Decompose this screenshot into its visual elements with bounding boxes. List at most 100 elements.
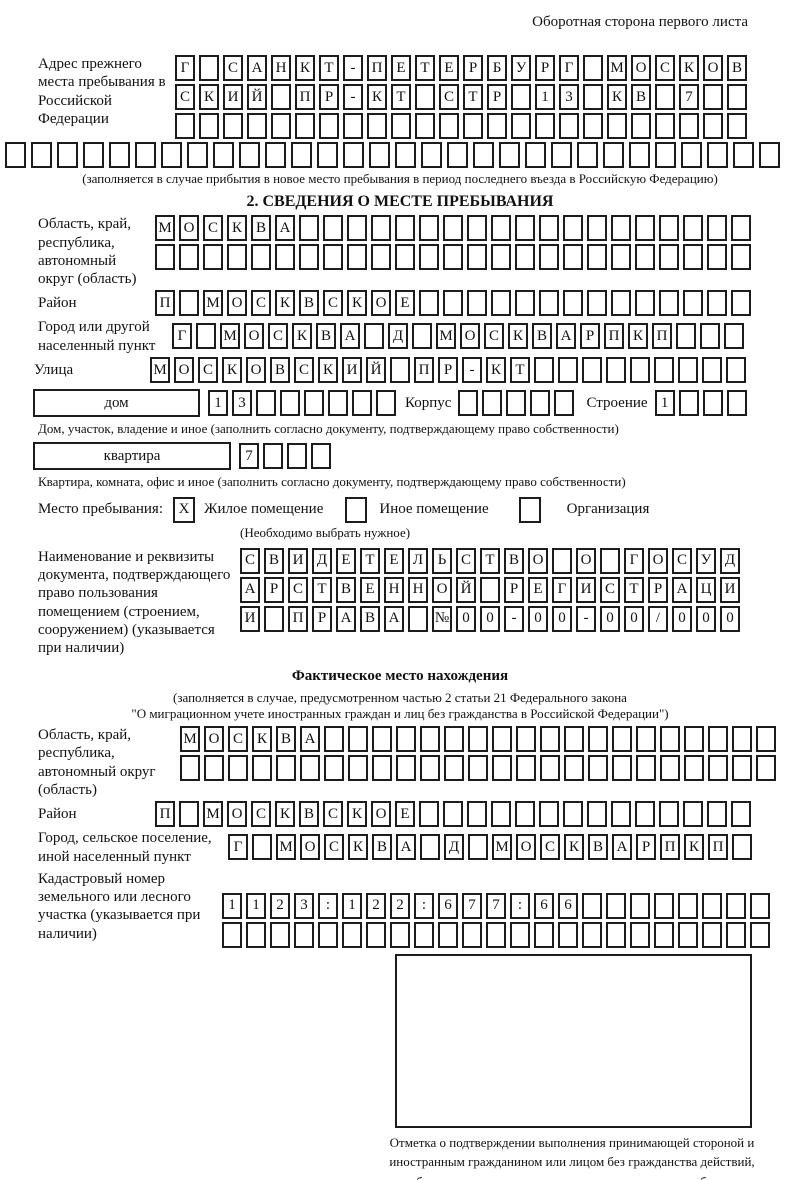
- char-cell[interactable]: С: [223, 55, 243, 81]
- char-cell[interactable]: Е: [439, 55, 459, 81]
- char-cell[interactable]: 0: [696, 605, 716, 632]
- char-cell[interactable]: [419, 801, 439, 828]
- char-cell[interactable]: [530, 390, 551, 417]
- char-cell[interactable]: [564, 755, 584, 782]
- char-cell[interactable]: С: [600, 576, 620, 603]
- char-cell[interactable]: К: [292, 323, 312, 350]
- char-cell[interactable]: 0: [528, 605, 548, 632]
- char-cell[interactable]: [299, 244, 319, 271]
- char-cell[interactable]: [539, 244, 559, 271]
- char-cell[interactable]: [540, 726, 560, 753]
- char-cell[interactable]: В: [299, 801, 319, 828]
- char-cell[interactable]: [534, 921, 554, 948]
- char-cell[interactable]: [756, 755, 776, 782]
- char-cell[interactable]: 0: [624, 605, 644, 632]
- char-cell[interactable]: П: [367, 55, 387, 81]
- char-cell[interactable]: С: [228, 726, 248, 753]
- char-cell[interactable]: С: [540, 834, 560, 861]
- char-cell[interactable]: П: [604, 323, 624, 350]
- char-cell[interactable]: [390, 357, 410, 384]
- char-cell[interactable]: [559, 113, 579, 139]
- char-cell[interactable]: [540, 755, 560, 782]
- char-cell[interactable]: В: [588, 834, 608, 861]
- char-cell[interactable]: М: [180, 726, 200, 753]
- char-cell[interactable]: [419, 244, 439, 271]
- char-cell[interactable]: [420, 755, 440, 782]
- char-cell[interactable]: -: [576, 605, 596, 632]
- char-cell[interactable]: Е: [360, 576, 380, 603]
- char-cell[interactable]: А: [672, 576, 692, 603]
- char-cell[interactable]: Й: [247, 84, 267, 110]
- char-cell[interactable]: 0: [600, 605, 620, 632]
- char-cell[interactable]: [467, 801, 487, 828]
- char-cell[interactable]: [659, 801, 679, 828]
- char-cell[interactable]: [468, 755, 488, 782]
- char-cell[interactable]: О: [528, 547, 548, 574]
- char-cell[interactable]: [348, 726, 368, 753]
- char-cell[interactable]: [135, 142, 156, 168]
- char-cell[interactable]: [636, 726, 656, 753]
- char-cell[interactable]: [276, 755, 296, 782]
- char-cell[interactable]: П: [708, 834, 728, 861]
- char-cell[interactable]: Ь: [432, 547, 452, 574]
- char-cell[interactable]: В: [372, 834, 392, 861]
- char-cell[interactable]: Н: [271, 55, 291, 81]
- char-cell[interactable]: Р: [312, 605, 332, 632]
- char-cell[interactable]: [396, 726, 416, 753]
- char-cell[interactable]: [499, 142, 520, 168]
- char-cell[interactable]: [563, 244, 583, 271]
- char-cell[interactable]: С: [672, 547, 692, 574]
- char-cell[interactable]: [525, 142, 546, 168]
- char-cell[interactable]: [492, 755, 512, 782]
- char-cell[interactable]: [408, 605, 428, 632]
- char-cell[interactable]: В: [299, 290, 319, 317]
- char-cell[interactable]: [726, 357, 746, 384]
- char-cell[interactable]: Й: [456, 576, 476, 603]
- char-cell[interactable]: К: [607, 84, 627, 110]
- char-cell[interactable]: В: [504, 547, 524, 574]
- char-cell[interactable]: [678, 892, 698, 919]
- char-cell[interactable]: [587, 290, 607, 317]
- char-cell[interactable]: С: [175, 84, 195, 110]
- char-cell[interactable]: К: [367, 84, 387, 110]
- char-cell[interactable]: 7: [462, 892, 482, 919]
- char-cell[interactable]: [659, 244, 679, 271]
- char-cell[interactable]: [654, 892, 674, 919]
- char-cell[interactable]: [227, 244, 247, 271]
- char-cell[interactable]: И: [240, 605, 260, 632]
- char-cell[interactable]: С: [294, 357, 314, 384]
- char-cell[interactable]: 7: [486, 892, 506, 919]
- char-cell[interactable]: [396, 755, 416, 782]
- char-cell[interactable]: [324, 726, 344, 753]
- char-cell[interactable]: А: [240, 576, 260, 603]
- char-cell[interactable]: М: [436, 323, 456, 350]
- char-cell[interactable]: А: [275, 215, 295, 242]
- char-cell[interactable]: К: [347, 801, 367, 828]
- char-cell[interactable]: [702, 357, 722, 384]
- char-cell[interactable]: [655, 142, 676, 168]
- char-cell[interactable]: [612, 726, 632, 753]
- char-cell[interactable]: [750, 921, 770, 948]
- char-cell[interactable]: [587, 244, 607, 271]
- char-cell[interactable]: [199, 113, 219, 139]
- char-cell[interactable]: [473, 142, 494, 168]
- char-cell[interactable]: Н: [384, 576, 404, 603]
- char-cell[interactable]: Т: [312, 576, 332, 603]
- char-cell[interactable]: [271, 113, 291, 139]
- char-cell[interactable]: [732, 755, 752, 782]
- char-cell[interactable]: [31, 142, 52, 168]
- char-cell[interactable]: [415, 113, 435, 139]
- char-cell[interactable]: [660, 726, 680, 753]
- char-cell[interactable]: [462, 921, 482, 948]
- char-cell[interactable]: Г: [559, 55, 579, 81]
- char-cell[interactable]: [678, 390, 699, 417]
- char-cell[interactable]: О: [703, 55, 723, 81]
- char-cell[interactable]: Р: [487, 84, 507, 110]
- char-cell[interactable]: [187, 142, 208, 168]
- char-cell[interactable]: [683, 801, 703, 828]
- char-cell[interactable]: [109, 142, 130, 168]
- char-cell[interactable]: 6: [534, 892, 554, 919]
- apartment-type-box[interactable]: квартира: [33, 442, 231, 471]
- house-type-box[interactable]: дом: [33, 389, 200, 418]
- char-cell[interactable]: М: [220, 323, 240, 350]
